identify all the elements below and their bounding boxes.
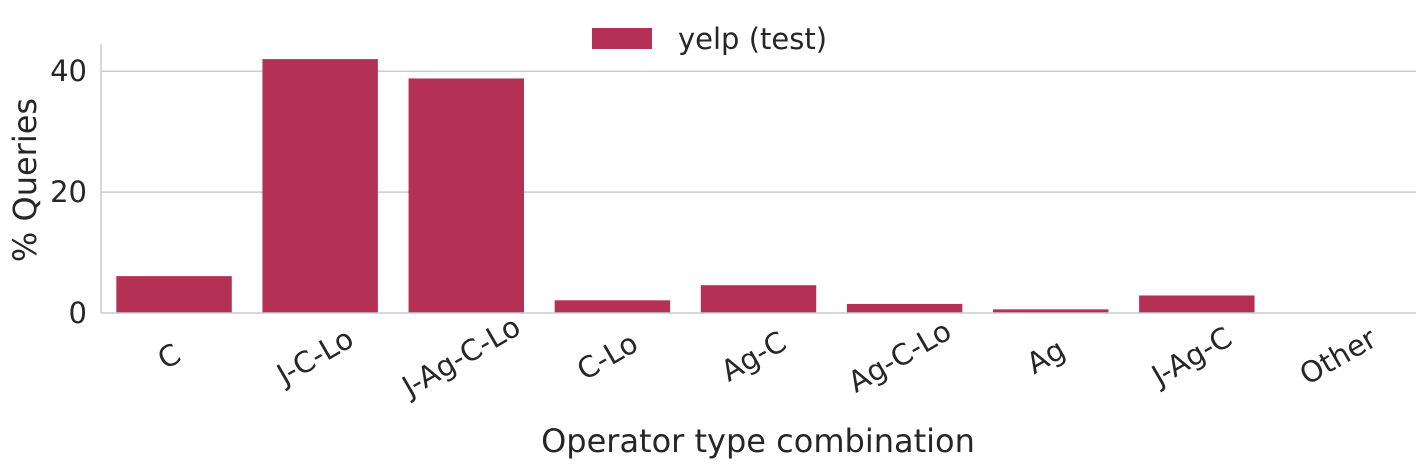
legend: yelp (test)	[592, 22, 827, 56]
x-tick-label: Other	[1294, 321, 1382, 392]
y-tick-label: 20	[50, 175, 87, 209]
x-axis-title: Operator type combination	[541, 422, 975, 460]
bar-ag	[993, 309, 1109, 313]
x-tick-label: J-Ag-C-Lo	[395, 309, 526, 405]
bar-c-lo	[554, 300, 671, 313]
x-tick-label: Ag	[1021, 332, 1071, 381]
bar-j-c-lo	[262, 59, 378, 313]
bars	[116, 59, 1255, 313]
bar-ag-c-lo	[846, 303, 963, 313]
y-axis-title: % Queries	[6, 98, 44, 262]
x-tick-label: Ag-C-Lo	[842, 313, 957, 399]
x-tick-label: C-Lo	[571, 326, 644, 387]
bar-j-ag-c-lo	[408, 78, 524, 313]
bar-c	[116, 276, 232, 313]
y-tick-labels: 0 20 40	[50, 54, 87, 330]
x-tick-label: C	[152, 337, 187, 377]
legend-label: yelp (test)	[678, 22, 827, 56]
bar-ag-c	[700, 285, 817, 313]
x-tick-label: Ag-C	[715, 324, 792, 388]
y-tick-label: 0	[69, 296, 87, 330]
bar-j-ag-c	[1139, 295, 1255, 313]
x-tick-labels: C J-C-Lo J-Ag-C-Lo C-Lo Ag-C Ag-C-Lo Ag J-Ag-C O…	[152, 309, 1382, 405]
x-tick-label: J-C-Lo	[269, 321, 359, 392]
y-tick-label: 40	[50, 54, 87, 88]
legend-swatch	[592, 28, 652, 49]
x-tick-label: J-Ag-C	[1144, 320, 1237, 394]
